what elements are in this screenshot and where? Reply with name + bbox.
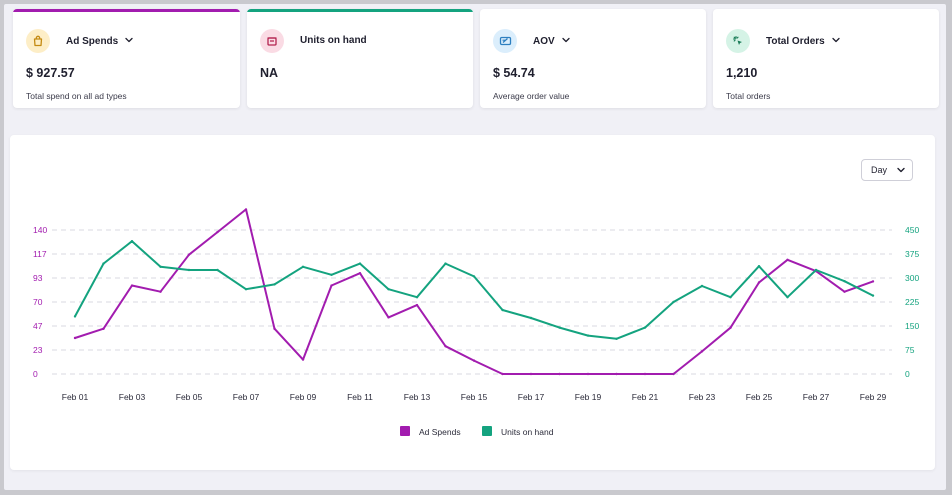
chevron-down-icon[interactable]	[124, 35, 134, 48]
card-title-text: Units on hand	[300, 35, 367, 46]
card-title-ad-spends[interactable]: Ad Spends	[66, 35, 134, 48]
kpi-card-total-orders[interactable]: Total Orders 1,210 Total orders	[713, 9, 939, 108]
shopping-bag-icon	[26, 29, 50, 53]
cursor-click-icon	[726, 29, 750, 53]
card-subtitle: Total spend on all ad types	[26, 91, 127, 101]
kpi-card-ad-spends[interactable]: Ad Spends $ 927.57 Total spend on all ad…	[13, 9, 240, 108]
chevron-down-icon[interactable]	[831, 35, 841, 48]
card-value: 1,210	[726, 66, 758, 80]
card-value: $ 54.74	[493, 66, 535, 80]
box-icon	[260, 29, 284, 53]
card-subtitle: Total orders	[726, 91, 771, 101]
card-accent-bar	[247, 9, 473, 12]
receipt-icon	[493, 29, 517, 53]
granularity-select[interactable]: Day	[861, 159, 913, 181]
kpi-card-aov[interactable]: AOV $ 54.74 Average order value	[480, 9, 706, 108]
card-title-units-on-hand: Units on hand	[300, 35, 367, 46]
card-title-text: Ad Spends	[66, 36, 119, 47]
chevron-down-icon	[897, 167, 905, 173]
card-title-text: Total Orders	[766, 36, 825, 47]
chart-panel	[10, 135, 935, 470]
chevron-down-icon[interactable]	[561, 35, 571, 48]
card-value: $ 927.57	[26, 66, 75, 80]
card-title-text: AOV	[533, 36, 555, 47]
card-accent-bar	[13, 9, 240, 12]
granularity-value: Day	[871, 165, 888, 175]
card-title-total-orders[interactable]: Total Orders	[766, 35, 841, 48]
card-subtitle: Average order value	[493, 91, 570, 101]
kpi-card-units-on-hand[interactable]: Units on hand NA	[247, 9, 473, 108]
card-value: NA	[260, 66, 279, 80]
card-title-aov[interactable]: AOV	[533, 35, 571, 48]
